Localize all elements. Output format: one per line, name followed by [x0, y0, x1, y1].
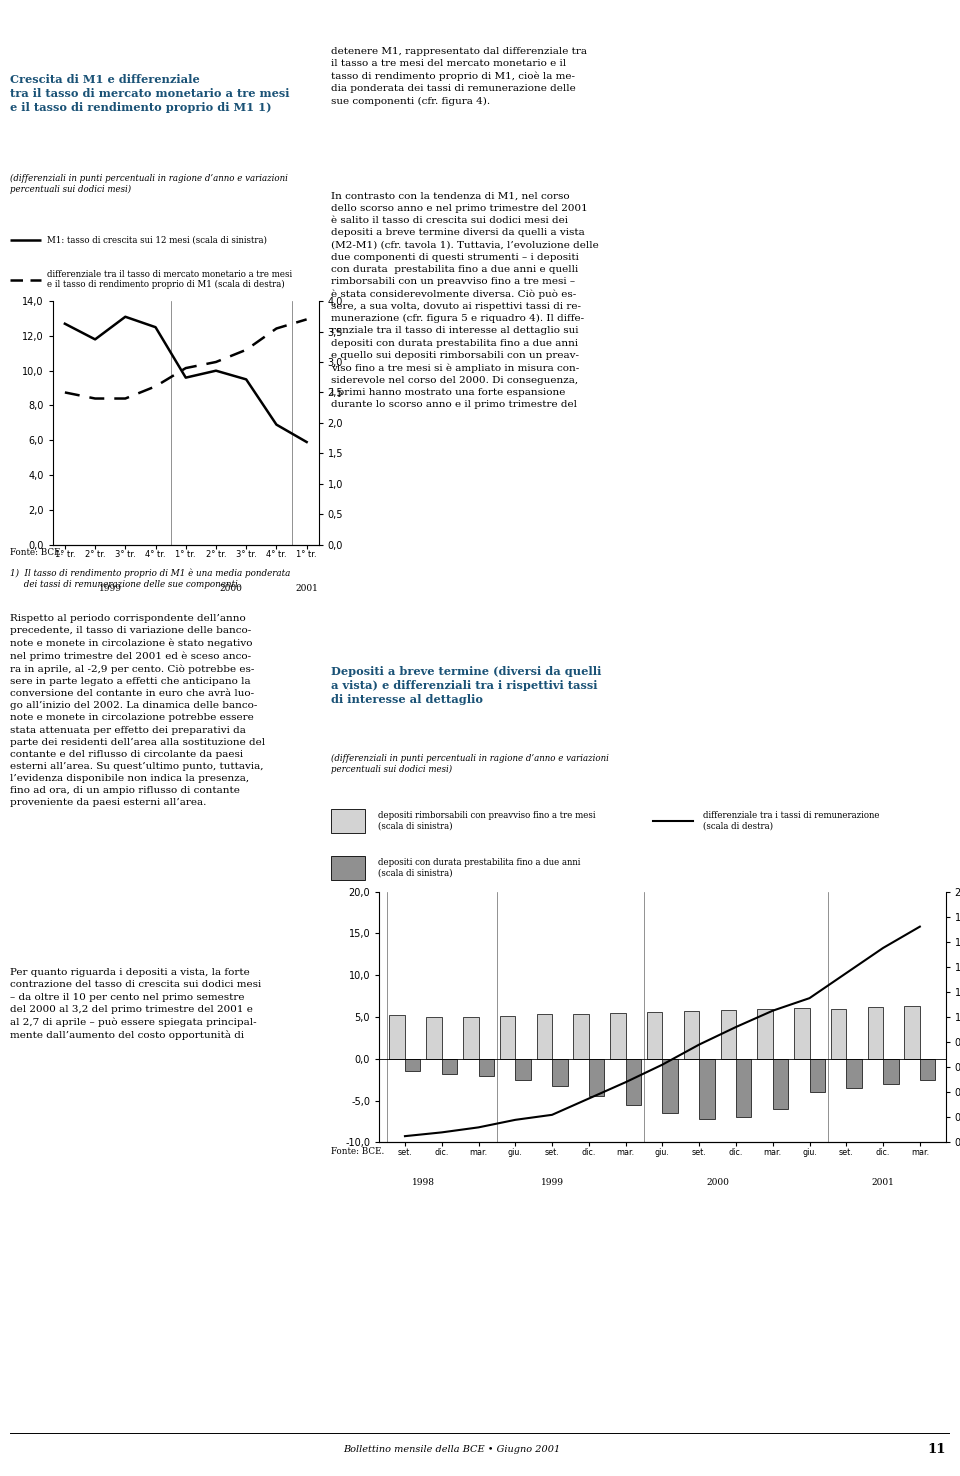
- Text: (differenziali in punti percentuali in ragione d’anno e variazioni
percentuali s: (differenziali in punti percentuali in r…: [331, 754, 609, 775]
- Text: Figura 5: Figura 5: [341, 646, 396, 658]
- Text: differenziale tra i tassi di remunerazione
(scala di destra): differenziale tra i tassi di remunerazio…: [703, 812, 879, 831]
- Bar: [573, 1014, 588, 1058]
- Text: Depositi a breve termine (diversi da quelli
a vista) e differenziali tra i rispe: Depositi a breve termine (diversi da que…: [331, 666, 602, 706]
- Bar: [883, 1058, 899, 1083]
- Bar: [847, 1058, 862, 1088]
- Text: 2000: 2000: [707, 1178, 729, 1187]
- Text: In contrasto con la tendenza di M1, nel corso
dello scorso anno e nel primo trim: In contrasto con la tendenza di M1, nel …: [331, 192, 599, 409]
- Bar: [647, 1013, 662, 1058]
- Text: depositi con durata prestabilita fino a due anni
(scala di sinistra): depositi con durata prestabilita fino a …: [377, 858, 580, 878]
- Text: depositi rimborsabili con preavviso fino a tre mesi
(scala di sinistra): depositi rimborsabili con preavviso fino…: [377, 812, 595, 831]
- Bar: [405, 1058, 420, 1072]
- Text: 2000: 2000: [220, 583, 243, 592]
- Text: 1)  Il tasso di rendimento proprio di M1 è una media ponderata
     dei tassi di: 1) Il tasso di rendimento proprio di M1 …: [10, 568, 290, 589]
- Bar: [611, 1013, 626, 1058]
- Bar: [868, 1007, 883, 1058]
- Text: 2001: 2001: [295, 583, 318, 592]
- Text: Rispetto al periodo corrispondente dell’anno
precedente, il tasso di variazione : Rispetto al periodo corrispondente dell’…: [10, 614, 265, 807]
- Bar: [626, 1058, 641, 1106]
- Text: detenere M1, rappresentato dal differenziale tra
il tasso a tre mesi del mercato: detenere M1, rappresentato dal differenz…: [331, 47, 588, 106]
- Bar: [463, 1017, 478, 1058]
- Bar: [736, 1058, 752, 1117]
- Bar: [699, 1058, 714, 1119]
- Bar: [500, 1015, 516, 1058]
- Bar: [721, 1010, 736, 1058]
- Text: Per quanto riguarda i depositi a vista, la forte
contrazione del tasso di cresci: Per quanto riguarda i depositi a vista, …: [10, 968, 261, 1041]
- Text: differenziale tra il tasso di mercato monetario a tre mesi
e il tasso di rendime: differenziale tra il tasso di mercato mo…: [47, 270, 292, 289]
- Bar: [757, 1008, 773, 1058]
- Text: (differenziali in punti percentuali in ragione d’anno e variazioni
percentuali s: (differenziali in punti percentuali in r…: [10, 174, 287, 195]
- Text: Crescita di M1 e differenziale
tra il tasso di mercato monetario a tre mesi
e il: Crescita di M1 e differenziale tra il ta…: [10, 74, 289, 114]
- Bar: [684, 1011, 699, 1058]
- Text: Bollettino mensile della BCE • Giugno 2001: Bollettino mensile della BCE • Giugno 20…: [343, 1445, 561, 1454]
- FancyBboxPatch shape: [331, 856, 365, 880]
- Bar: [478, 1058, 494, 1076]
- FancyBboxPatch shape: [331, 809, 365, 832]
- Bar: [537, 1014, 552, 1058]
- Text: M1: tasso di crescita sui 12 mesi (scala di sinistra): M1: tasso di crescita sui 12 mesi (scala…: [47, 236, 267, 245]
- Bar: [426, 1017, 442, 1058]
- Bar: [773, 1058, 788, 1108]
- Bar: [442, 1058, 457, 1075]
- Bar: [809, 1058, 825, 1092]
- Bar: [920, 1058, 935, 1080]
- Bar: [904, 1007, 920, 1058]
- Text: Fonte: BCE.: Fonte: BCE.: [331, 1147, 384, 1156]
- Bar: [830, 1008, 847, 1058]
- Bar: [552, 1058, 567, 1085]
- Text: Figura 4: Figura 4: [17, 55, 73, 66]
- Text: 1998: 1998: [412, 1178, 435, 1187]
- Text: Fonte: BCE.: Fonte: BCE.: [10, 548, 62, 556]
- Bar: [588, 1058, 604, 1097]
- Text: 1999: 1999: [540, 1178, 564, 1187]
- Bar: [516, 1058, 531, 1080]
- Bar: [662, 1058, 678, 1113]
- Bar: [794, 1008, 809, 1058]
- Bar: [390, 1015, 405, 1058]
- Text: 11: 11: [927, 1444, 946, 1455]
- Text: 1999: 1999: [99, 583, 122, 592]
- Text: 2001: 2001: [872, 1178, 895, 1187]
